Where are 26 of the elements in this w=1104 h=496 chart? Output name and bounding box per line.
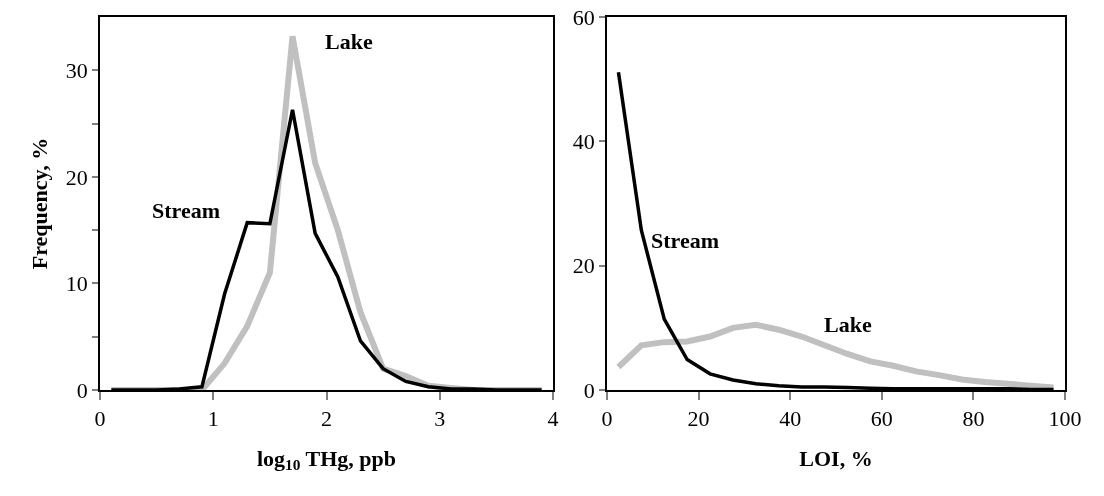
x-tick-label: 100	[1048, 406, 1082, 432]
series-label: Lake	[325, 29, 373, 54]
y-tick-label: 60	[572, 4, 595, 30]
y-tick-label: 10	[65, 271, 88, 297]
y-tick-label: 20	[65, 164, 88, 190]
x-tick-label: 4	[547, 406, 559, 432]
y-axis-title: Frequency, %	[27, 137, 53, 270]
series-label: Lake	[824, 312, 872, 337]
x-axis-title: LOI, %	[799, 445, 873, 471]
y-tick-label: 20	[572, 253, 595, 279]
y-tick-label: 40	[572, 129, 595, 155]
x-tick-label: 60	[870, 406, 893, 432]
x-tick-label: 1	[207, 406, 219, 432]
x-tick-label: 0	[94, 406, 106, 432]
x-tick-label: 20	[687, 406, 710, 432]
series-label: Stream	[651, 228, 720, 253]
x-tick-label: 80	[962, 406, 985, 432]
x-tick-label: 0	[601, 406, 613, 432]
x-tick-label: 40	[779, 406, 802, 432]
y-tick-label: 30	[65, 57, 88, 83]
series-label: Stream	[152, 198, 221, 223]
x-tick-label: 2	[321, 406, 332, 432]
y-tick-label: 0	[76, 377, 88, 403]
x-axis-title: log$_{10}$ THg, ppb	[256, 445, 397, 474]
x-tick-label: 3	[434, 406, 446, 432]
y-tick-label: 0	[583, 377, 595, 403]
